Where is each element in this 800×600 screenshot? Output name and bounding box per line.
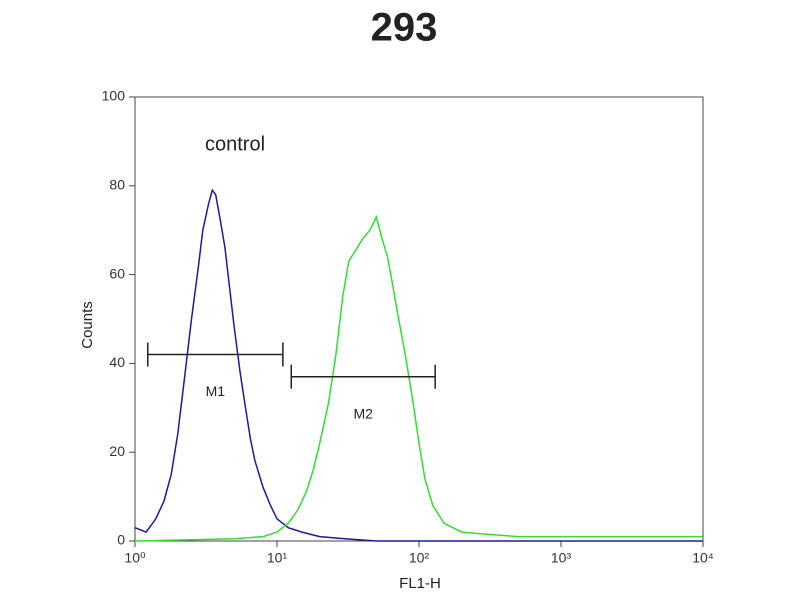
x-tick-label: 10⁰ [124, 550, 146, 566]
histogram-line [134, 214, 703, 542]
x-axis-label: FL1-H [399, 575, 441, 592]
x-tick-label: 10² [409, 550, 430, 566]
y-axis-label: Counts [79, 301, 96, 349]
y-tick-label: 100 [102, 88, 126, 104]
marker-label: M2 [353, 405, 373, 421]
y-tick-label: 80 [109, 177, 125, 193]
annotation: control [205, 133, 265, 155]
plot-frame [134, 96, 704, 542]
marker-label: M1 [206, 383, 226, 399]
y-tick-label: 40 [109, 354, 125, 370]
chart-title: 293 [371, 6, 438, 50]
histogram-line [134, 188, 703, 542]
y-tick-label: 60 [109, 265, 125, 281]
y-tick-label: 0 [117, 532, 125, 548]
x-tick-label: 10³ [551, 550, 572, 566]
x-tick-label: 10¹ [267, 550, 288, 566]
y-tick-label: 20 [109, 443, 125, 459]
x-tick-label: 10⁴ [692, 550, 714, 566]
